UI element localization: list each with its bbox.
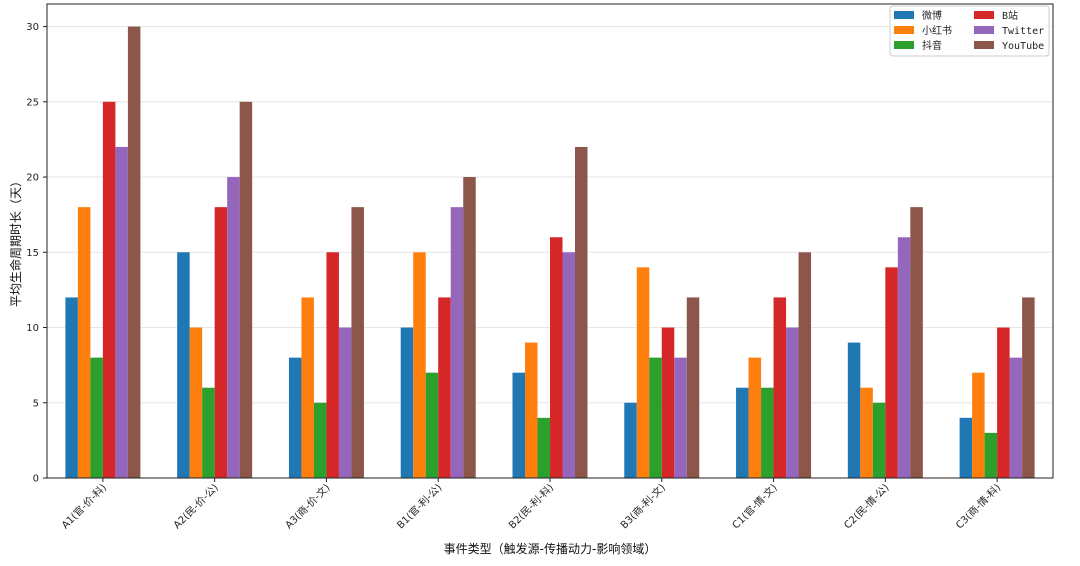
bar bbox=[786, 327, 799, 478]
bar bbox=[425, 372, 439, 478]
legend-frame bbox=[889, 5, 1050, 57]
bar bbox=[798, 252, 812, 478]
legend-label: 抖音 bbox=[922, 39, 942, 52]
bar bbox=[636, 267, 650, 478]
bar bbox=[550, 237, 563, 478]
bar bbox=[959, 417, 973, 478]
bar bbox=[562, 252, 575, 478]
bar bbox=[288, 357, 302, 478]
bar bbox=[997, 327, 1010, 478]
bar bbox=[301, 297, 314, 478]
bar bbox=[77, 207, 91, 478]
y-tick-label: 15 bbox=[26, 248, 39, 259]
bar bbox=[674, 357, 687, 478]
legend-swatch bbox=[894, 41, 914, 49]
bar bbox=[525, 342, 538, 478]
legend-label: Twitter bbox=[1002, 26, 1044, 37]
bar bbox=[972, 372, 985, 478]
bar bbox=[537, 417, 550, 478]
x-axis-title: 事件类型（触发源-传播动力-影响领域） bbox=[444, 541, 657, 556]
bar bbox=[1009, 357, 1023, 478]
bar bbox=[227, 177, 240, 479]
bar bbox=[847, 342, 861, 478]
legend-label: 微博 bbox=[922, 9, 942, 22]
bar bbox=[326, 252, 339, 478]
bar bbox=[177, 252, 190, 478]
bar bbox=[351, 207, 364, 478]
bar bbox=[1022, 297, 1035, 478]
y-tick-label: 30 bbox=[26, 22, 39, 33]
bar bbox=[748, 357, 762, 478]
legend-swatch bbox=[974, 41, 994, 49]
bar bbox=[624, 402, 637, 478]
legend-swatch bbox=[894, 26, 914, 34]
bar bbox=[575, 146, 588, 478]
y-axis: 0 5 10 15 20 25 30 bbox=[26, 22, 47, 485]
bar bbox=[127, 26, 141, 478]
bar bbox=[885, 267, 898, 478]
legend-swatch bbox=[894, 11, 914, 19]
bar bbox=[115, 146, 128, 478]
bar bbox=[649, 357, 662, 478]
y-axis-title: 平均生命周期时长（天） bbox=[8, 175, 23, 307]
legend-swatch bbox=[974, 26, 994, 34]
bar bbox=[773, 297, 787, 478]
y-tick-label: 25 bbox=[26, 97, 39, 108]
bar bbox=[512, 372, 525, 478]
bar bbox=[686, 297, 700, 478]
y-tick-label: 10 bbox=[26, 323, 39, 334]
legend-swatch bbox=[974, 11, 994, 19]
legend-label: YouTube bbox=[1002, 41, 1044, 52]
bar bbox=[202, 387, 215, 478]
y-tick-label: 0 bbox=[33, 474, 39, 485]
bar bbox=[90, 357, 103, 478]
bar bbox=[338, 327, 352, 478]
bar bbox=[761, 387, 774, 478]
bar bbox=[736, 387, 749, 478]
bar bbox=[189, 327, 203, 478]
bars bbox=[65, 26, 1035, 479]
bar bbox=[65, 297, 78, 478]
bar bbox=[463, 177, 476, 479]
bar bbox=[450, 207, 464, 478]
y-tick-label: 20 bbox=[26, 173, 39, 184]
bar bbox=[872, 402, 886, 478]
bar bbox=[897, 237, 911, 478]
bar bbox=[984, 432, 998, 478]
legend-label: B站 bbox=[1002, 9, 1018, 22]
bar bbox=[400, 327, 414, 478]
y-tick-label: 5 bbox=[33, 398, 39, 409]
bar bbox=[910, 207, 923, 478]
bar bbox=[239, 101, 253, 479]
bar bbox=[102, 101, 116, 479]
bar bbox=[860, 387, 873, 478]
bar bbox=[413, 252, 426, 478]
legend-label: 小红书 bbox=[922, 24, 952, 37]
bar bbox=[438, 297, 451, 478]
bar bbox=[313, 402, 327, 478]
bar bbox=[214, 207, 228, 478]
bar bbox=[661, 327, 675, 478]
